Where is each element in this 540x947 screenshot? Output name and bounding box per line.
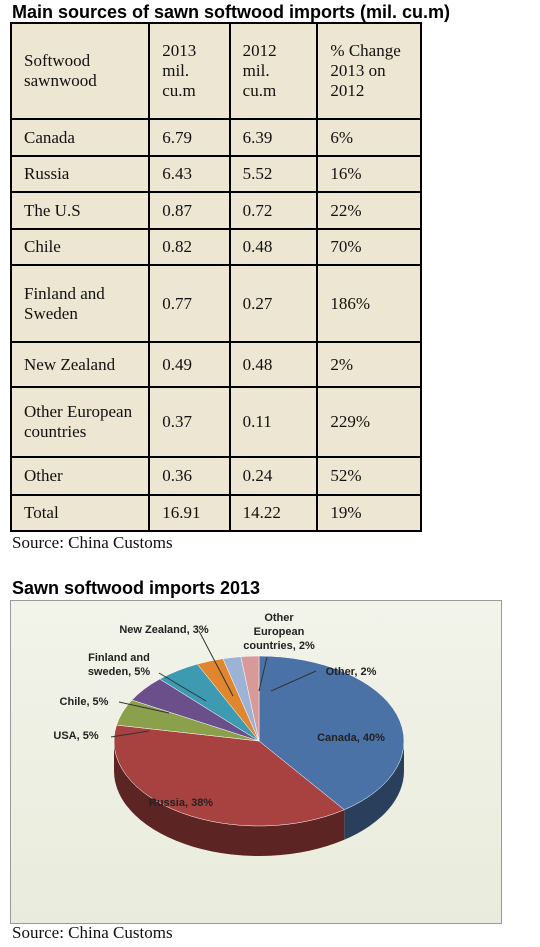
chart-source: Source: China Customs	[12, 923, 173, 942]
table-cell: Softwood sawnwood	[9, 22, 151, 120]
table-row: Other 0.36 0.24 52%	[9, 456, 422, 496]
table-cell: 6%	[316, 118, 422, 157]
data-label: Finland and sweden, 5%	[87, 652, 151, 678]
chart-area: Canada, 40% Russia, 38% USA, 5% Chile, 5% Fi…	[10, 600, 502, 924]
table-cell: 229%	[316, 386, 422, 458]
pie-chart	[110, 630, 405, 856]
table-cell: 5.52	[228, 155, 319, 193]
table-cell: New Zealand	[9, 341, 151, 388]
table-cell: 0.27	[228, 264, 319, 343]
table-cell: Canada	[9, 118, 151, 157]
slice-side	[344, 741, 404, 840]
table-cell: 0.72	[228, 191, 319, 230]
table-row: New Zealand 0.49 0.48 2%	[9, 341, 422, 388]
slice	[240, 655, 260, 742]
table-cell: 2013 mil. cu.m	[148, 22, 231, 120]
table-cell: 14.22	[228, 494, 319, 532]
slice	[258, 655, 405, 811]
table-cell: 0.37	[148, 386, 231, 458]
table-cell: 0.36	[148, 456, 231, 496]
table-row: The U.S 0.87 0.72 22%	[9, 191, 422, 230]
table-cell: Other	[9, 456, 151, 496]
table-cell: 186%	[316, 264, 422, 343]
table-cell: Total	[9, 494, 151, 532]
table-cell: 6.39	[228, 118, 319, 157]
table-cell: % Change 2013 on 2012	[316, 22, 422, 120]
data-label: New Zealand, 3%	[119, 624, 209, 636]
table-row: Chile 0.82 0.48 70%	[9, 228, 422, 266]
table-cell: 0.48	[228, 341, 319, 388]
table-cell: 2012 mil. cu.m	[228, 22, 319, 120]
table-cell: 0.87	[148, 191, 231, 230]
table-row: Other European countries 0.37 0.11 229%	[9, 386, 422, 458]
table-cell: 0.11	[228, 386, 319, 458]
table-row: Russia 6.43 5.52 16%	[9, 155, 422, 193]
table-title: Main sources of sawn softwood imports (m…	[12, 2, 451, 22]
table-cell: 0.82	[148, 228, 231, 266]
table-cell: Russia	[9, 155, 151, 193]
chart-title: Sawn softwood imports 2013	[12, 578, 261, 598]
table-cell: Finland and Sweden	[9, 264, 151, 343]
data-label: Russia, 38%	[148, 797, 214, 809]
leader-line	[258, 656, 268, 692]
table-source: Source: China Customs	[12, 533, 173, 552]
table-cell: 0.49	[148, 341, 231, 388]
data-label: Other European countries, 2%	[243, 612, 315, 652]
data-label: USA, 5%	[53, 730, 99, 742]
table-cell: 0.24	[228, 456, 319, 496]
table-cell: 6.79	[148, 118, 231, 157]
leader-line	[118, 701, 170, 714]
table-cell: 6.43	[148, 155, 231, 193]
slice	[113, 724, 345, 827]
table-row: Total 16.91 14.22 19%	[9, 494, 422, 532]
table-cell: 16%	[316, 155, 422, 193]
data-table: Softwood sawnwood 2013 mil. cu.m 2012 mil.…	[9, 22, 422, 532]
leader-line	[110, 730, 150, 738]
table-cell: 2%	[316, 341, 422, 388]
table-row: Finland and Sweden 0.77 0.27 186%	[9, 264, 422, 343]
data-label: Other, 2%	[325, 666, 377, 678]
table-row: Softwood sawnwood 2013 mil. cu.m 2012 mil.…	[9, 22, 422, 120]
leader-line	[158, 672, 207, 702]
slice-side	[113, 741, 345, 856]
data-label: Canada, 40%	[317, 732, 385, 744]
table-cell: 52%	[316, 456, 422, 496]
table-cell: 22%	[316, 191, 422, 230]
table-cell: 19%	[316, 494, 422, 532]
table-cell: Chile	[9, 228, 151, 266]
data-label: Chile, 5%	[59, 696, 109, 708]
leader-line	[198, 630, 234, 697]
table-cell: 0.77	[148, 264, 231, 343]
leader-line	[270, 670, 317, 692]
table-cell: Other European countries	[9, 386, 151, 458]
table-cell: 70%	[316, 228, 422, 266]
table-row: Canada 6.79 6.39 6%	[9, 118, 422, 157]
table-cell: 16.91	[148, 494, 231, 532]
table-cell: 0.48	[228, 228, 319, 266]
table-cell: The U.S	[9, 191, 151, 230]
